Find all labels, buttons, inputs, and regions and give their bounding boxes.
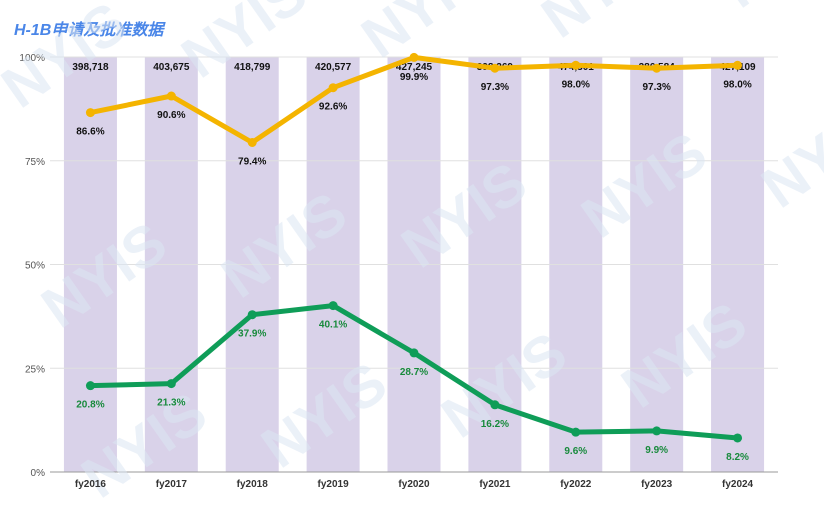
data-point-second_rate bbox=[247, 310, 257, 320]
data-point-approval_rate bbox=[409, 52, 419, 62]
data-point-approval_rate bbox=[652, 63, 662, 73]
x-tick-label: fy2021 bbox=[479, 479, 511, 490]
application-count-label: 427,245 bbox=[396, 62, 433, 73]
application-count-label: 403,675 bbox=[153, 62, 190, 73]
y-tick-label: 75% bbox=[25, 157, 45, 168]
y-tick-label: 100% bbox=[19, 53, 45, 64]
data-label-second_rate: 21.3% bbox=[157, 398, 185, 409]
x-tick-label: fy2023 bbox=[641, 479, 673, 490]
application-count-label: 420,577 bbox=[315, 62, 352, 73]
data-label-approval_rate: 97.3% bbox=[481, 82, 509, 93]
data-label-approval_rate: 90.6% bbox=[157, 110, 185, 121]
data-label-approval_rate: 92.6% bbox=[319, 102, 347, 113]
application-count-label: 418,799 bbox=[234, 62, 271, 73]
data-label-second_rate: 9.9% bbox=[645, 445, 668, 456]
data-point-second_rate bbox=[652, 426, 662, 436]
data-point-approval_rate bbox=[490, 63, 500, 73]
x-tick-label: fy2019 bbox=[318, 479, 350, 490]
data-label-second_rate: 40.1% bbox=[319, 320, 347, 331]
chart-title: H-1B申请及批准数据 bbox=[14, 22, 164, 39]
x-tick-label: fy2016 bbox=[75, 479, 107, 490]
x-tick-label: fy2018 bbox=[237, 479, 269, 490]
data-label-approval_rate: 99.9% bbox=[400, 72, 428, 83]
x-tick-label: fy2017 bbox=[156, 479, 188, 490]
application-count-label: 398,718 bbox=[72, 62, 109, 73]
data-point-approval_rate bbox=[733, 60, 743, 70]
data-point-second_rate bbox=[571, 427, 581, 437]
data-label-second_rate: 16.2% bbox=[481, 419, 509, 430]
data-label-second_rate: 37.9% bbox=[238, 329, 266, 340]
watermark-text: NYIS bbox=[710, 0, 824, 21]
data-point-approval_rate bbox=[85, 108, 95, 118]
data-point-second_rate bbox=[166, 379, 176, 389]
data-point-approval_rate bbox=[571, 60, 581, 70]
data-label-second_rate: 9.6% bbox=[564, 446, 587, 457]
data-label-second_rate: 20.8% bbox=[76, 400, 104, 411]
x-tick-label: fy2024 bbox=[722, 479, 754, 490]
data-label-approval_rate: 97.3% bbox=[642, 82, 670, 93]
watermark-text: NYIS bbox=[530, 0, 678, 51]
y-tick-label: 25% bbox=[25, 364, 45, 375]
y-tick-label: 50% bbox=[25, 261, 45, 272]
data-point-approval_rate bbox=[247, 137, 257, 147]
data-point-second_rate bbox=[85, 381, 95, 391]
data-point-second_rate bbox=[490, 400, 500, 410]
data-label-approval_rate: 86.6% bbox=[76, 127, 104, 138]
data-point-second_rate bbox=[409, 348, 419, 358]
data-point-second_rate bbox=[733, 433, 743, 443]
x-tick-label: fy2020 bbox=[398, 479, 430, 490]
data-label-approval_rate: 98.0% bbox=[723, 79, 751, 90]
data-label-approval_rate: 79.4% bbox=[238, 156, 266, 167]
y-tick-label: 0% bbox=[31, 468, 46, 479]
data-label-second_rate: 8.2% bbox=[726, 452, 749, 463]
data-label-second_rate: 28.7% bbox=[400, 367, 428, 378]
data-point-second_rate bbox=[328, 301, 338, 311]
data-label-approval_rate: 98.0% bbox=[562, 79, 590, 90]
data-point-approval_rate bbox=[166, 91, 176, 101]
data-point-approval_rate bbox=[328, 83, 338, 93]
x-tick-label: fy2022 bbox=[560, 479, 592, 490]
